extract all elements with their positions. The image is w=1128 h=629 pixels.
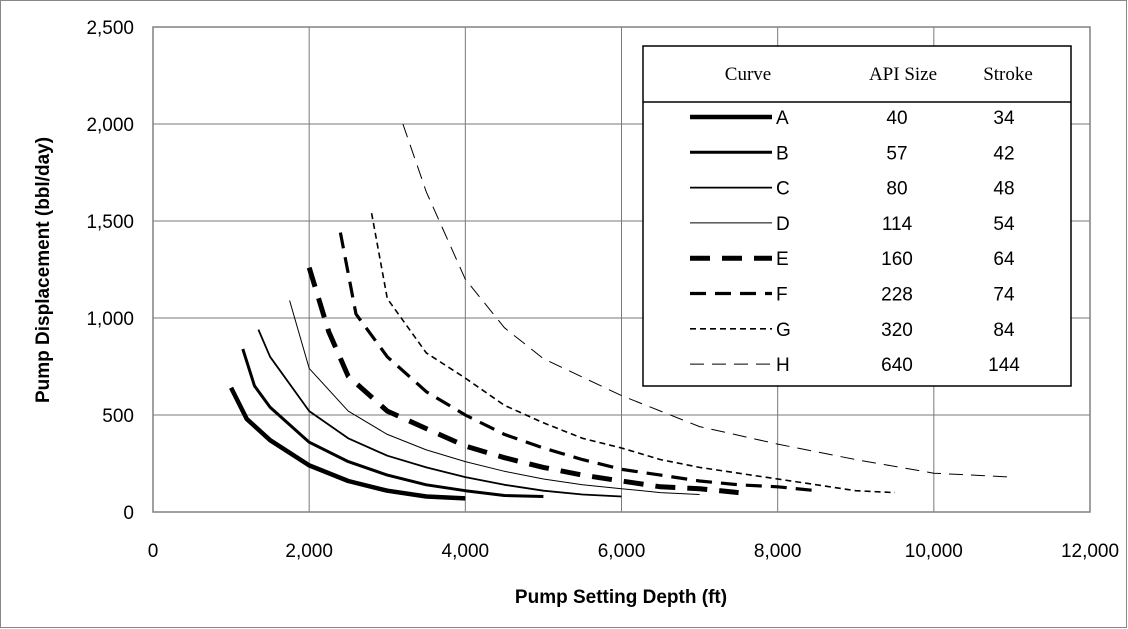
legend-stroke: 74 [993,285,1015,306]
y-tick-label: 2,000 [86,115,134,136]
legend-label-d: D [776,214,790,235]
x-tick-label: 4,000 [442,541,490,562]
x-tick-label: 10,000 [905,541,963,562]
x-tick-label: 2,000 [285,541,333,562]
legend-stroke: 84 [993,320,1015,341]
x-tick-label: 0 [148,541,159,562]
y-axis-title: Pump Displacement (bbl/day) [33,137,54,403]
legend-stroke: 34 [993,108,1015,129]
x-tick-label: 12,000 [1061,541,1119,562]
y-tick-labels: 0 500 1,000 1,500 2,000 2,500 [86,18,134,524]
x-axis-title: Pump Setting Depth (ft) [515,587,727,608]
legend-stroke: 48 [993,179,1014,200]
y-tick-label: 1,000 [86,309,134,330]
legend-api-size: 57 [886,143,907,164]
legend-stroke: 64 [993,249,1015,270]
plot-border [152,26,1091,513]
legend: Curve API Size Stroke A 40 34 B 57 42 C 80 48 D 11… [642,45,1072,387]
legend-stroke: 144 [988,355,1020,376]
series-line-b [241,348,544,498]
legend-stroke: 54 [993,214,1015,235]
y-tick-label: 2,500 [86,18,134,39]
legend-label-f: F [776,285,788,306]
y-tick-label: 500 [102,406,134,427]
series-line-h [402,123,1012,478]
series-group [229,123,1012,501]
legend-api-size: 114 [882,214,913,235]
legend-label-g: G [776,320,791,341]
y-tick-label: 1,500 [86,212,134,233]
legend-api-size: 160 [881,249,913,270]
series-line-g [370,213,895,494]
series-line-a [229,386,466,501]
legend-stroke: 42 [993,143,1014,164]
series-line-d [289,300,700,495]
legend-rows: A 40 34 B 57 42 C 80 48 D 114 54 E 160 64 F 228 74 G 320 84 H… [690,108,1020,376]
legend-api-size: 40 [886,108,907,129]
legend-api-size: 320 [881,320,913,341]
y-tick-label: 0 [123,503,134,524]
legend-label-a: A [776,108,789,129]
series-line-e [306,266,739,496]
legend-api-size: 80 [886,179,907,200]
legend-label-c: C [776,179,790,200]
legend-api-size: 228 [881,285,913,306]
series-line-c [257,329,622,498]
legend-label-h: H [776,355,790,376]
legend-header-stroke: Stroke [983,64,1033,85]
series-line-f [338,232,817,493]
x-tick-labels: 0 2,000 4,000 6,000 8,000 10,000 12,000 [148,541,1119,562]
x-tick-label: 8,000 [754,541,802,562]
legend-label-e: E [776,249,789,270]
legend-header-api-size: API Size [869,64,937,85]
legend-header-curve: Curve [725,64,771,85]
x-tick-label: 6,000 [598,541,646,562]
legend-api-size: 640 [881,355,913,376]
legend-label-b: B [776,143,789,164]
